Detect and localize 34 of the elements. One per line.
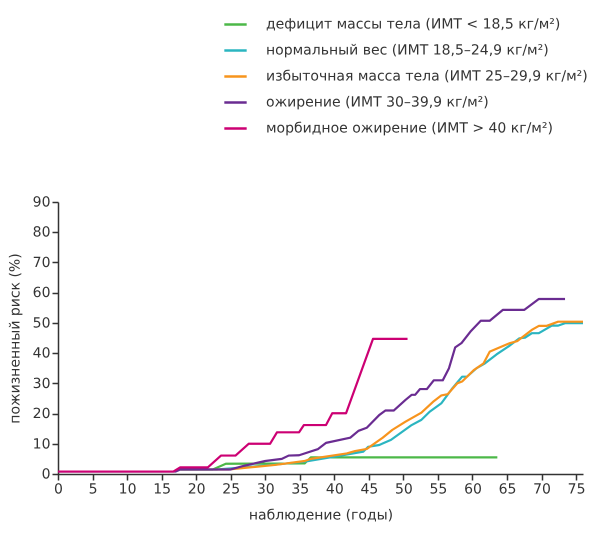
- x-tick-label: 65: [498, 482, 516, 498]
- y-tick-label: 40: [32, 346, 50, 362]
- x-tick-label: 60: [464, 482, 482, 498]
- y-tick-label: 50: [32, 315, 50, 332]
- legend-label: ожирение (ИМТ 30–39,9 кг/м²): [266, 94, 489, 110]
- x-tick-label: 10: [118, 482, 136, 498]
- legend-label: избыточная масса тела (ИМТ 25–29,9 кг/м²): [266, 68, 588, 84]
- y-tick-label: 20: [32, 406, 50, 422]
- legend-label: нормальный вес (ИМТ 18,5–24,9 кг/м²): [266, 42, 549, 58]
- x-tick-label: 5: [88, 482, 98, 498]
- x-axis-title: наблюдение (годы): [248, 508, 394, 524]
- y-tick-label: 30: [32, 376, 50, 392]
- x-tick-label: 45: [360, 482, 378, 498]
- legend-label: морбидное ожирение (ИМТ > 40 кг/м²): [266, 120, 553, 136]
- y-tick-label: 0: [42, 466, 50, 482]
- line-series: [58, 338, 409, 473]
- x-tick-label: 70: [533, 482, 551, 498]
- y-tick-label: 60: [32, 285, 50, 302]
- x-tick-label: 0: [54, 482, 63, 498]
- x-tick-label: 40: [326, 482, 344, 498]
- legend-label: дефицит массы тела (ИМТ < 18,5 кг/м²): [266, 16, 560, 32]
- y-tick-label: 70: [32, 254, 50, 271]
- x-tick-label: 75: [568, 482, 586, 498]
- x-tick-label: 55: [430, 482, 448, 498]
- y-tick-label: 10: [32, 436, 50, 452]
- x-tick-label: 25: [222, 482, 240, 498]
- y-axis-title: пожизненный риск (%): [8, 253, 24, 424]
- x-tick-label: 35: [291, 482, 310, 498]
- x-tick-label: 30: [256, 482, 275, 498]
- y-tick-label: 80: [32, 224, 50, 241]
- y-tick-label: 90: [32, 194, 50, 210]
- x-tick-label: 15: [153, 482, 172, 498]
- x-tick-label: 20: [188, 482, 206, 498]
- x-tick-label: 50: [394, 482, 413, 498]
